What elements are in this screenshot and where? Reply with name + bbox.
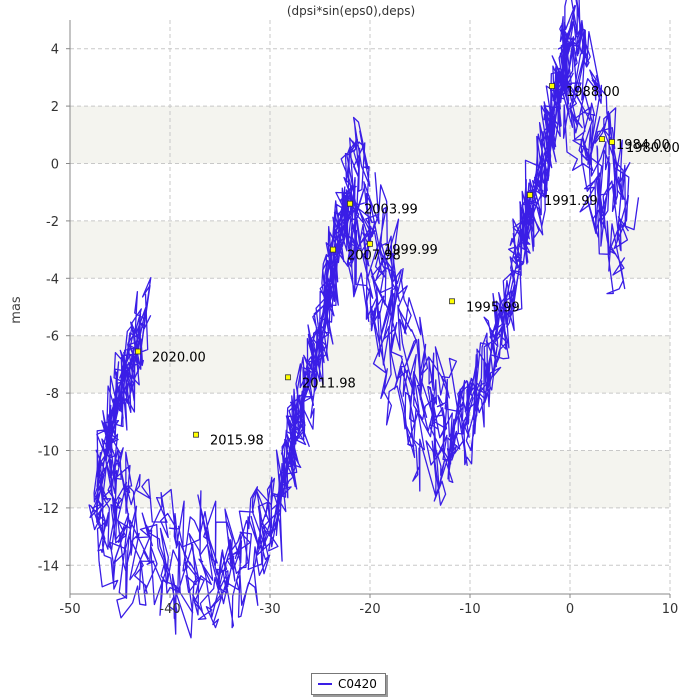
epoch-marker-4 [449, 298, 455, 305]
series-trace-5 [106, 0, 640, 567]
epoch-marker-9 [193, 431, 199, 438]
y-tick-label-9: 4 [51, 43, 59, 58]
epoch-label-2: 1980.00 [626, 141, 680, 156]
epoch-marker-7 [330, 246, 336, 253]
x-tick-label-5: 0 [566, 602, 574, 617]
epoch-marker-2 [609, 139, 615, 145]
y-tick-label-8: 2 [51, 100, 59, 115]
y-axis-ticks: -14 -12 -10 -8 -6 -4 -2 0 2 4 [38, 43, 70, 574]
epoch-marker-1 [599, 136, 605, 143]
epoch-label-4: 1995.99 [466, 300, 520, 315]
x-axis-ticks: -50 -40 -30 -20 -10 0 10 [59, 594, 678, 617]
chart-title: (dpsi*sin(eps0),deps) [287, 4, 415, 18]
x-tick-label-2: -30 [259, 602, 280, 617]
y-tick-label-2: -10 [38, 445, 59, 460]
y-tick-label-0: -14 [38, 559, 59, 574]
epoch-label-10: 2020.00 [152, 350, 206, 365]
x-tick-label-3: -20 [359, 602, 380, 617]
epoch-marker-6 [347, 200, 353, 207]
epoch-label-0: 1988.00 [566, 85, 620, 100]
epoch-marker-0 [549, 83, 555, 89]
epoch-label-9: 2015.98 [210, 434, 264, 449]
epoch-label-3: 1991.99 [544, 194, 598, 209]
y-tick-label-3: -8 [46, 387, 59, 402]
epoch-label-7: 2007.98 [347, 249, 401, 264]
legend-swatch [318, 683, 332, 685]
y-tick-label-6: -2 [46, 215, 59, 230]
y-axis-label: mas [9, 296, 24, 324]
epoch-marker-5 [367, 240, 373, 247]
x-tick-label-6: 10 [662, 602, 679, 617]
y-tick-label-5: -4 [46, 272, 59, 287]
y-tick-label-7: 0 [51, 158, 59, 173]
epoch-marker-8 [285, 374, 291, 381]
y-tick-label-4: -6 [46, 330, 59, 345]
series-trace-1 [89, 41, 626, 619]
legend: C0420 [311, 673, 386, 695]
series-c0420 [88, 0, 640, 639]
epoch-label-6: 2003.99 [364, 203, 418, 218]
epoch-label-5: 1999.99 [384, 243, 438, 258]
legend-label: C0420 [338, 677, 377, 691]
epoch-label-1: 1984.00 [616, 138, 670, 153]
epoch-marker-10 [135, 348, 141, 355]
x-tick-label-4: -10 [459, 602, 480, 617]
epoch-label-8: 2011.98 [302, 376, 356, 391]
x-tick-label-0: -50 [59, 602, 80, 617]
epoch-marker-3 [527, 192, 533, 198]
y-tick-label-1: -12 [38, 502, 59, 517]
x-tick-label-1: -40 [159, 602, 180, 617]
